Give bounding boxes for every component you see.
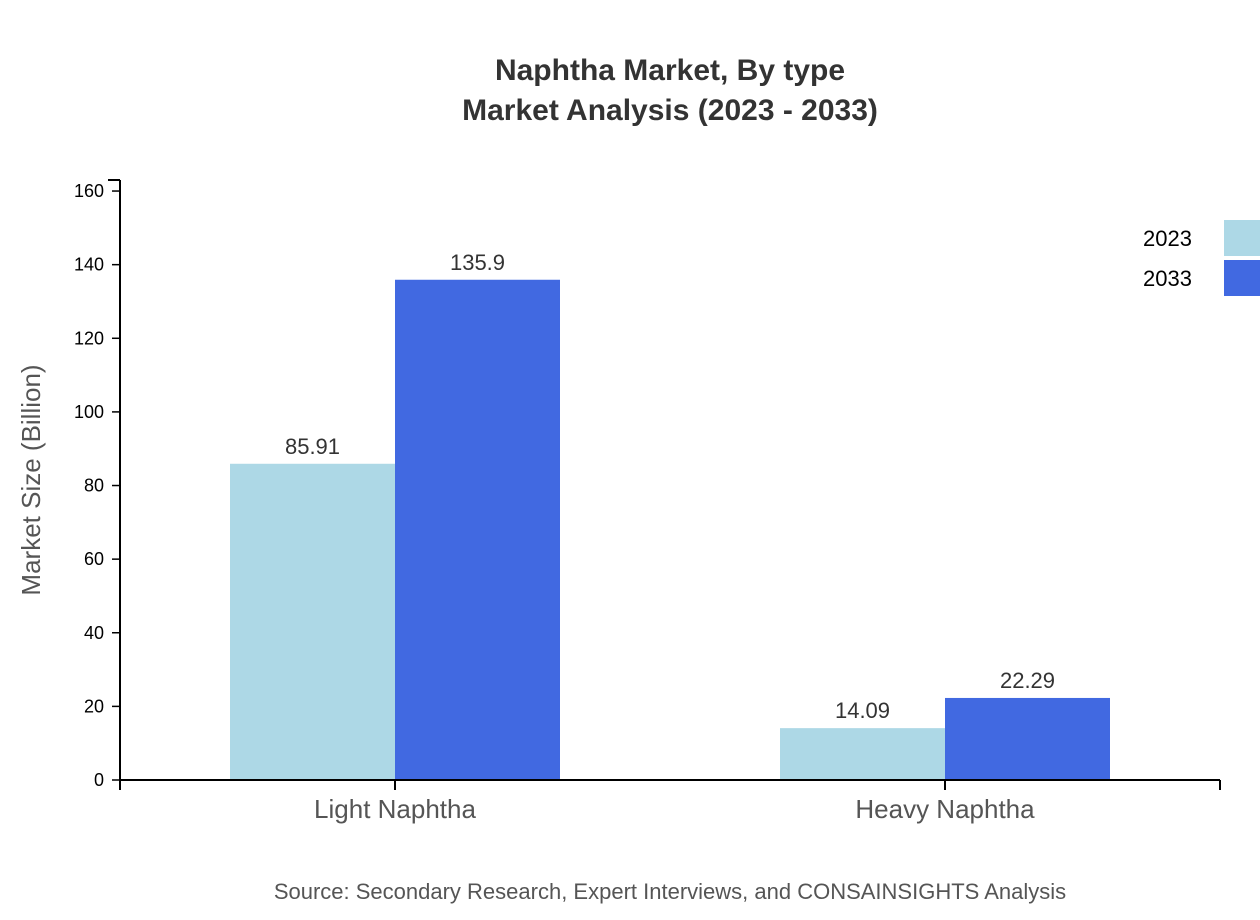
data-label: 85.91 <box>285 434 340 459</box>
source-note: Source: Secondary Research, Expert Inter… <box>274 879 1066 904</box>
y-axis-label: Market Size (Billion) <box>16 364 46 595</box>
x-axis: Light Naphtha Heavy Naphtha <box>119 779 1221 824</box>
y-tick-label: 160 <box>74 181 104 201</box>
bar-2033-light-naphtha <box>395 279 560 780</box>
y-tick-label: 80 <box>84 476 104 496</box>
bars-group: 85.91 135.9 14.09 22.29 <box>230 250 1110 780</box>
y-tick-label: 140 <box>74 255 104 275</box>
legend: 2023 2033 <box>1143 220 1260 296</box>
y-tick-label: 60 <box>84 549 104 569</box>
y-axis: 0 20 40 60 80 100 120 140 160 <box>74 179 121 790</box>
x-tick-label: Heavy Naphtha <box>855 794 1035 824</box>
legend-label-2033: 2033 <box>1143 266 1192 291</box>
data-label: 22.29 <box>1000 668 1055 693</box>
y-tick-label: 100 <box>74 402 104 422</box>
y-tick-label: 40 <box>84 623 104 643</box>
bar-2023-heavy-naphtha <box>780 728 945 780</box>
bar-2023-light-naphtha <box>230 463 395 780</box>
legend-label-2023: 2023 <box>1143 226 1192 251</box>
legend-swatch-2033 <box>1224 260 1260 296</box>
legend-swatch-2023 <box>1224 220 1260 256</box>
bar-2033-heavy-naphtha <box>945 697 1110 780</box>
x-tick-label: Light Naphtha <box>314 794 476 824</box>
data-label: 14.09 <box>835 698 890 723</box>
chart-title: Naphtha Market, By type <box>495 54 845 87</box>
y-tick-label: 0 <box>94 770 104 790</box>
y-tick-label: 120 <box>74 328 104 348</box>
data-label: 135.9 <box>450 250 505 275</box>
chart-subtitle: Market Analysis (2023 - 2033) <box>462 94 878 127</box>
y-tick-label: 20 <box>84 696 104 716</box>
